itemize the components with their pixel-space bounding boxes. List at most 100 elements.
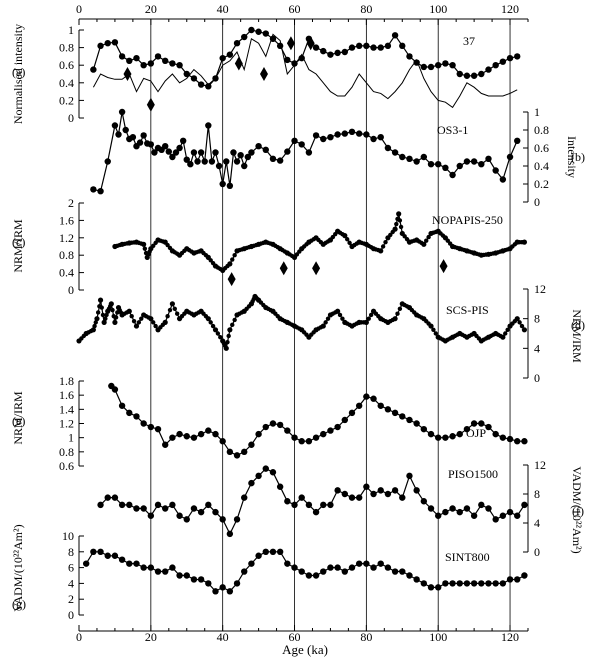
data-point <box>399 42 406 50</box>
data-point-dense <box>347 322 352 328</box>
data-point <box>320 568 327 575</box>
data-point-dense <box>282 249 288 254</box>
data-point <box>176 61 183 69</box>
data-point-dense <box>167 307 173 313</box>
data-point <box>420 153 428 161</box>
data-point-dense <box>203 313 209 319</box>
data-point-dense <box>397 218 403 223</box>
data-point <box>269 469 277 476</box>
data-point <box>391 409 399 417</box>
data-point <box>442 60 449 67</box>
y-tick-label-d: 0 <box>534 371 540 385</box>
data-point <box>348 128 356 135</box>
data-point <box>406 472 413 480</box>
data-point <box>223 158 230 165</box>
data-point <box>140 505 147 512</box>
data-point-dense <box>246 304 252 309</box>
data-point <box>348 44 356 51</box>
x-tick-label-top: 0 <box>76 2 82 16</box>
data-point-dense <box>366 316 371 321</box>
data-point-dense <box>174 311 180 316</box>
data-point <box>219 584 226 591</box>
data-point <box>478 161 485 168</box>
data-point <box>284 148 291 155</box>
data-point <box>190 75 198 82</box>
data-point <box>427 584 435 591</box>
data-point-dense <box>160 239 166 244</box>
data-point <box>485 66 492 73</box>
data-point <box>183 70 190 78</box>
data-point <box>126 501 133 509</box>
data-point-dense <box>390 229 395 235</box>
data-point-dense <box>383 239 388 245</box>
data-point <box>154 568 162 575</box>
data-point-dense <box>398 224 404 230</box>
data-point <box>284 498 291 505</box>
data-point-dense <box>99 305 104 310</box>
data-point <box>147 423 155 431</box>
data-point-dense <box>412 238 417 243</box>
data-point-dense <box>232 317 237 323</box>
data-point <box>284 427 291 434</box>
data-point <box>165 148 172 155</box>
diamond-marker <box>234 56 243 71</box>
data-point <box>312 434 320 441</box>
data-point <box>413 158 420 165</box>
data-point-dense <box>455 332 460 337</box>
data-point-dense <box>304 242 309 247</box>
data-point <box>514 438 521 445</box>
y-tick-label-a: 0.4 <box>59 76 74 90</box>
data-point-dense <box>440 337 446 342</box>
data-point <box>151 149 158 156</box>
data-point-dense <box>153 240 158 246</box>
data-point <box>334 564 341 571</box>
data-point-dense <box>289 322 295 328</box>
data-point <box>169 501 176 509</box>
data-point <box>262 146 269 153</box>
data-point-dense <box>210 260 216 266</box>
y-tick-label-a: 0.2 <box>59 93 74 107</box>
data-point <box>248 479 255 487</box>
data-point <box>169 153 176 161</box>
data-point <box>291 501 298 509</box>
data-point <box>154 53 162 60</box>
data-point <box>456 162 463 170</box>
data-point <box>233 158 241 165</box>
data-point <box>298 141 305 148</box>
y-axis-label-e: NRM/IRM <box>11 391 25 445</box>
y-tick-label-e: 1 <box>68 431 74 445</box>
data-point-dense <box>153 323 158 329</box>
series-name-g: SINT800 <box>445 550 490 564</box>
y-axis-label-d: NRM/IRM <box>570 309 584 363</box>
data-point-dense <box>483 252 489 257</box>
data-point <box>147 141 155 148</box>
data-point <box>197 430 205 438</box>
data-point <box>183 433 190 440</box>
data-point-dense <box>340 231 345 237</box>
x-tick-label-bottom: 100 <box>429 630 447 644</box>
data-point <box>391 149 399 156</box>
data-point <box>363 483 370 490</box>
data-point-dense <box>337 312 343 318</box>
data-point <box>470 512 478 519</box>
data-point <box>456 580 463 587</box>
data-point <box>456 430 463 438</box>
data-point <box>355 494 363 501</box>
data-point-dense <box>294 252 300 257</box>
data-point <box>506 54 514 62</box>
diamond-marker <box>279 261 288 276</box>
data-point <box>183 516 190 523</box>
panel-label-g: (g) <box>12 597 26 611</box>
data-point-dense <box>254 242 259 248</box>
data-point <box>140 132 147 139</box>
data-point <box>320 135 327 143</box>
data-point <box>183 572 190 579</box>
series-line-e-0 <box>110 385 525 457</box>
y-tick-label-a: 0 <box>68 111 74 125</box>
data-point <box>384 144 392 152</box>
data-point <box>205 580 212 587</box>
data-point <box>442 580 449 587</box>
data-point <box>269 155 277 162</box>
data-point <box>449 61 456 69</box>
